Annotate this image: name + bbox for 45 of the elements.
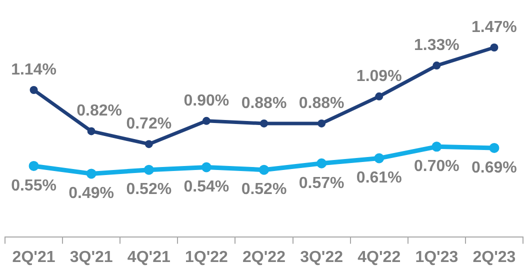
x-tick-label: 2Q'23 [472,248,516,266]
x-tick-label: 2Q'22 [242,248,286,266]
point [432,142,442,152]
x-tick-label: 1Q'23 [415,248,458,266]
point [375,92,384,100]
point [489,142,500,153]
point [86,168,96,179]
data-label: 0.70% [414,158,460,176]
point [316,158,327,168]
data-label: 0.52% [126,181,172,198]
x-tick-label: 1Q'22 [184,248,228,266]
data-label: 0.49% [68,185,114,202]
point [374,153,384,164]
x-tick-label: 4Q'22 [358,248,401,266]
point [28,160,39,171]
point [490,43,498,52]
point [201,162,212,172]
point [30,86,38,94]
point [259,164,269,175]
x-tick-label: 4Q'21 [127,248,170,266]
data-label: 0.88% [298,94,344,112]
x-tick-label: 3Q'21 [70,248,113,266]
data-label: 0.90% [184,92,230,110]
data-label: 0.54% [184,178,230,196]
data-label: 1.33% [414,36,460,54]
data-label: 0.55% [11,177,56,194]
data-label: 0.88% [241,94,287,112]
data-label: 0.69% [472,159,517,176]
point [87,127,96,136]
point [202,116,210,125]
data-label: 0.82% [76,102,122,120]
data-label: 1.09% [356,68,402,85]
data-label: 0.57% [298,174,344,192]
point [318,119,326,128]
point [144,140,153,148]
data-label: 1.47% [472,18,517,36]
data-label: 0.72% [126,115,172,132]
point [144,164,154,175]
point [432,62,441,70]
x-tick-label: 3Q'22 [300,248,344,266]
point [260,119,268,128]
data-label: 1.14% [11,61,56,78]
x-tick-label: 2Q'21 [12,248,56,266]
data-label: 0.52% [241,181,287,198]
data-label: 0.61% [356,170,402,187]
